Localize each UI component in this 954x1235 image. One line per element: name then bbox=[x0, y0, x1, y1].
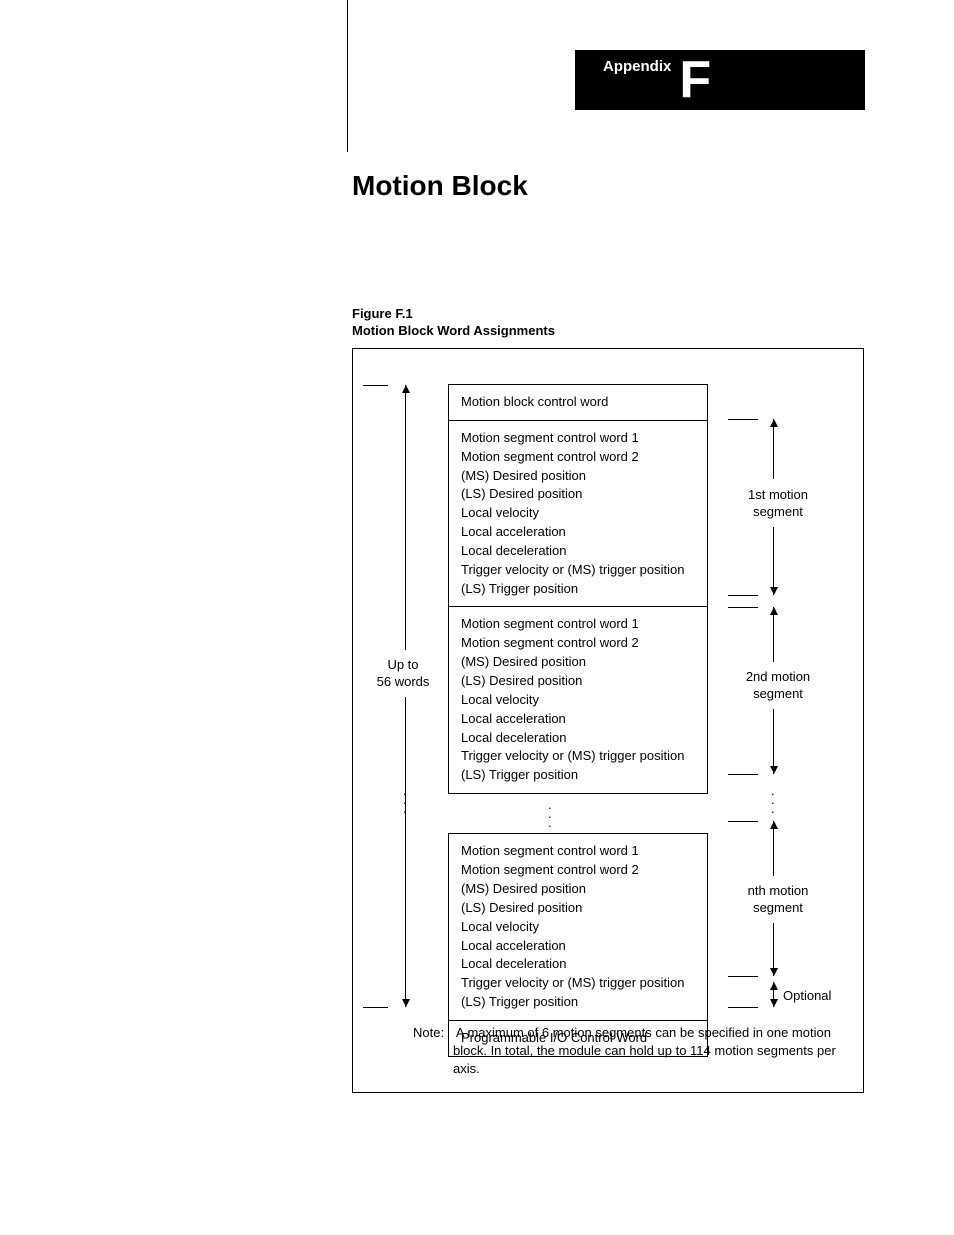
note-text-l1: A maximum of 6 motion segments can be sp… bbox=[456, 1025, 831, 1040]
seg-line: Motion segment control word 2 bbox=[461, 861, 695, 880]
vdots: ... bbox=[548, 800, 708, 827]
seg-line: Local velocity bbox=[461, 504, 695, 523]
vdots: ... bbox=[403, 786, 407, 813]
arrow-down-icon bbox=[770, 766, 778, 774]
page-title: Motion Block bbox=[352, 170, 528, 202]
note-label: Note: bbox=[413, 1024, 453, 1042]
bracket-line bbox=[773, 709, 774, 774]
arrow-up-icon bbox=[770, 607, 778, 615]
seg-line: Motion segment control word 2 bbox=[461, 634, 695, 653]
right-l2: segment bbox=[741, 900, 815, 917]
seg-line: Local deceleration bbox=[461, 955, 695, 974]
arrow-down-icon bbox=[770, 968, 778, 976]
arrow-down-icon bbox=[770, 587, 778, 595]
arrow-up-icon bbox=[770, 821, 778, 829]
seg-line: (LS) Trigger position bbox=[461, 580, 695, 599]
segment-2: Motion segment control word 1 Motion seg… bbox=[448, 606, 708, 794]
figure-note: Note: A maximum of 6 motion segments can… bbox=[413, 1024, 843, 1079]
bracket-tick bbox=[728, 419, 758, 420]
seg-line: Local velocity bbox=[461, 691, 695, 710]
bracket-line bbox=[405, 385, 406, 650]
arrow-up-icon bbox=[402, 385, 410, 393]
seg-line: Local deceleration bbox=[461, 729, 695, 748]
seg-line: Local velocity bbox=[461, 918, 695, 937]
bracket-line bbox=[773, 821, 774, 876]
seg-line: Trigger velocity or (MS) trigger positio… bbox=[461, 747, 695, 766]
header-divider bbox=[347, 0, 348, 152]
bracket-tick bbox=[363, 385, 388, 386]
seg-line: (LS) Trigger position bbox=[461, 993, 695, 1012]
bracket-tick bbox=[363, 1007, 388, 1008]
seg-line: (LS) Trigger position bbox=[461, 766, 695, 785]
seg-line: Motion segment control word 1 bbox=[461, 429, 695, 448]
bracket-tick bbox=[728, 774, 758, 775]
appendix-letter: F bbox=[677, 50, 711, 106]
segment-1: Motion segment control word 1 Motion seg… bbox=[448, 420, 708, 607]
appendix-label: Appendix bbox=[575, 50, 677, 75]
seg-line: Trigger velocity or (MS) trigger positio… bbox=[461, 974, 695, 993]
bracket-tick bbox=[728, 976, 758, 977]
figure-number: Figure F.1 bbox=[352, 306, 555, 323]
figure-motion-block: Up to 56 words ... Motion block control … bbox=[352, 348, 864, 1093]
arrow-down-icon bbox=[770, 999, 778, 1007]
right-label-seg1: 1st motion segment bbox=[743, 487, 813, 521]
seg-line: (LS) Desired position bbox=[461, 899, 695, 918]
bracket-tick bbox=[728, 821, 758, 822]
right-l1: 1st motion bbox=[743, 487, 813, 504]
left-words-label: Up to 56 words bbox=[373, 657, 433, 691]
segment-n: Motion segment control word 1 Motion seg… bbox=[448, 833, 708, 1020]
bracket-line bbox=[773, 419, 774, 479]
right-l2: segment bbox=[741, 686, 815, 703]
seg-line: Local acceleration bbox=[461, 710, 695, 729]
note-text-l2: block. In total, the module can hold up … bbox=[453, 1042, 843, 1078]
seg-line: Local deceleration bbox=[461, 542, 695, 561]
seg-line: (MS) Desired position bbox=[461, 467, 695, 486]
seg-line: (MS) Desired position bbox=[461, 880, 695, 899]
seg-line: Local acceleration bbox=[461, 523, 695, 542]
vdots: ... bbox=[771, 786, 775, 813]
bracket-tick bbox=[728, 595, 758, 596]
word-table: Motion block control word Motion segment… bbox=[448, 384, 708, 1057]
bracket-line bbox=[773, 982, 774, 1007]
figure-title: Motion Block Word Assignments bbox=[352, 323, 555, 340]
seg-line: (LS) Desired position bbox=[461, 485, 695, 504]
right-label-optional: Optional bbox=[783, 988, 831, 1005]
seg-line: Local acceleration bbox=[461, 937, 695, 956]
right-l1: 2nd motion bbox=[741, 669, 815, 686]
right-label-seg2: 2nd motion segment bbox=[741, 669, 815, 703]
bracket-tick bbox=[728, 607, 758, 608]
right-l2: segment bbox=[743, 504, 813, 521]
bracket-tick bbox=[728, 1007, 758, 1008]
bracket-line bbox=[773, 527, 774, 595]
appendix-banner: Appendix F bbox=[575, 50, 865, 110]
bracket-line bbox=[405, 697, 406, 1007]
arrow-up-icon bbox=[770, 982, 778, 990]
seg-line: Motion segment control word 1 bbox=[461, 615, 695, 634]
arrow-down-icon bbox=[402, 999, 410, 1007]
seg-line: (MS) Desired position bbox=[461, 653, 695, 672]
seg-line: Motion segment control word 2 bbox=[461, 448, 695, 467]
right-label-segn: nth motion segment bbox=[741, 883, 815, 917]
seg-line: (LS) Desired position bbox=[461, 672, 695, 691]
left-label-l1: Up to bbox=[373, 657, 433, 674]
bracket-line bbox=[773, 607, 774, 662]
left-label-l2: 56 words bbox=[373, 674, 433, 691]
seg-line: Trigger velocity or (MS) trigger positio… bbox=[461, 561, 695, 580]
control-word-row: Motion block control word bbox=[448, 384, 708, 420]
arrow-up-icon bbox=[770, 419, 778, 427]
seg-line: Motion segment control word 1 bbox=[461, 842, 695, 861]
right-l1: nth motion bbox=[741, 883, 815, 900]
bracket-line bbox=[773, 923, 774, 976]
figure-caption: Figure F.1 Motion Block Word Assignments bbox=[352, 306, 555, 340]
